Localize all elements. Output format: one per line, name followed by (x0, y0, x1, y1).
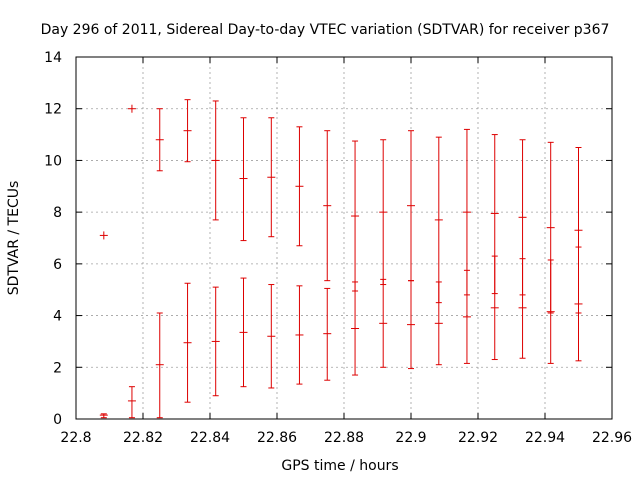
error-bar (434, 136, 443, 304)
x-tick-label: 22.96 (592, 430, 632, 446)
error-bar (295, 126, 304, 247)
y-tick-label: 12 (44, 102, 62, 118)
error-bar (239, 277, 248, 388)
error-bar (351, 281, 360, 376)
y-tick-label: 2 (53, 360, 62, 376)
x-axis-label: GPS time / hours (281, 458, 398, 474)
error-bar (155, 312, 164, 419)
error-bar (546, 141, 555, 314)
error-bar (183, 99, 192, 163)
x-tick-label: 22.82 (123, 430, 163, 446)
y-tick-label: 8 (53, 205, 62, 221)
x-tick-label: 22.84 (190, 430, 230, 446)
x-tick-label: 22.88 (324, 430, 364, 446)
error-bar (351, 140, 360, 292)
error-bar (99, 413, 108, 419)
error-bar (407, 130, 415, 282)
error-bar (267, 117, 276, 238)
y-tick-label: 6 (53, 257, 62, 273)
error-bar (183, 282, 192, 403)
y-axis-label: SDTVAR / TECUs (6, 181, 22, 296)
tick-labels: 22.8 22.82 22.84 22.86 22.88 22.9 22.92 22.94 22… (44, 50, 632, 446)
error-bar (211, 100, 220, 221)
data-marks (99, 99, 583, 419)
y-tick-label: 4 (53, 309, 62, 325)
error-bar (155, 108, 164, 172)
plus-point (127, 104, 136, 113)
axes (75, 56, 613, 420)
error-bar (323, 130, 332, 282)
error-bar (267, 284, 276, 389)
error-bar (407, 280, 415, 370)
error-bar (323, 287, 332, 381)
chart-title: Day 296 of 2011, Sidereal Day-to-day VTE… (41, 22, 610, 38)
error-bar (379, 139, 388, 286)
x-tick-label: 22.94 (525, 430, 565, 446)
error-bar (490, 134, 499, 295)
error-bar (295, 285, 304, 385)
plus-point (99, 231, 108, 240)
x-tick-label: 22.9 (395, 430, 426, 446)
y-tick-label: 0 (53, 412, 62, 428)
y-tick-label: 10 (44, 153, 62, 169)
x-tick-label: 22.8 (60, 430, 91, 446)
error-bar (462, 128, 471, 296)
error-bar (518, 139, 527, 296)
x-tick-label: 22.92 (458, 430, 498, 446)
x-tick-label: 22.86 (257, 430, 297, 446)
error-bar (574, 147, 583, 314)
error-bar (239, 117, 248, 242)
error-bar (379, 278, 388, 368)
error-bar (211, 286, 220, 397)
y-tick-label: 14 (44, 50, 62, 66)
error-bar (127, 386, 136, 419)
